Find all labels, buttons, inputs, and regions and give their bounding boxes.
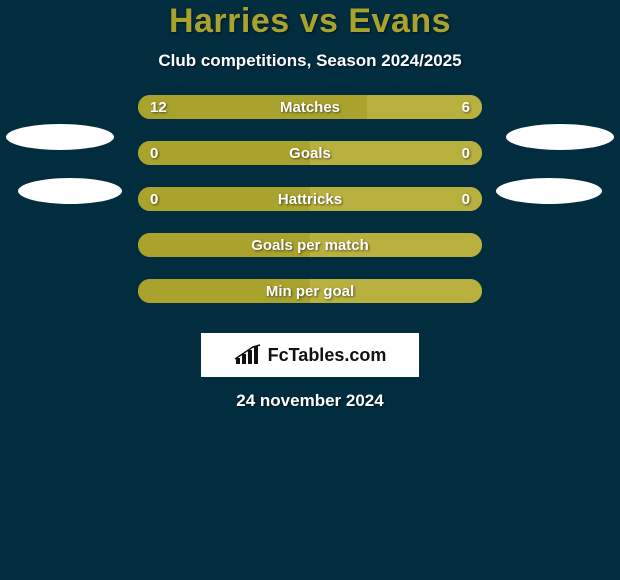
stat-value-right: 6	[450, 95, 482, 119]
stat-value-left	[138, 233, 162, 257]
comparison-panel: Harries vs Evans Club competitions, Seas…	[0, 0, 620, 580]
stat-label: Min per goal	[138, 279, 482, 303]
stat-value-right: 0	[450, 141, 482, 165]
stat-label: Hattricks	[138, 187, 482, 211]
stats-container: Matches126Goals00Hattricks00Goals per ma…	[0, 95, 620, 325]
stat-value-right	[458, 233, 482, 257]
stat-label: Goals per match	[138, 233, 482, 257]
stat-value-left: 0	[138, 187, 170, 211]
bar-chart-icon	[234, 344, 264, 366]
stat-value-left: 0	[138, 141, 170, 165]
date-label: 24 november 2024	[0, 391, 620, 411]
page-subtitle: Club competitions, Season 2024/2025	[0, 51, 620, 71]
stat-row: Matches12 6	[0, 95, 620, 141]
source-logo: FcTables.com	[201, 333, 419, 377]
stat-bar: Goals0 0	[138, 141, 482, 165]
stat-row: Min per goal	[0, 279, 620, 325]
stat-row: Goals0 0	[0, 141, 620, 187]
stat-value-left: 12	[138, 95, 179, 119]
stat-value-right: 0	[450, 187, 482, 211]
stat-value-left	[138, 279, 162, 303]
stat-bar: Matches12 6	[138, 95, 482, 119]
stat-bar: Min per goal	[138, 279, 482, 303]
stat-label: Matches	[138, 95, 482, 119]
stat-bar: Hattricks0 0	[138, 187, 482, 211]
stat-label: Goals	[138, 141, 482, 165]
stat-bar: Goals per match	[138, 233, 482, 257]
page-title: Harries vs Evans	[0, 2, 620, 41]
stat-row: Hattricks0 0	[0, 187, 620, 233]
stat-value-right	[458, 279, 482, 303]
source-logo-text: FcTables.com	[268, 345, 387, 366]
stat-row: Goals per match	[0, 233, 620, 279]
